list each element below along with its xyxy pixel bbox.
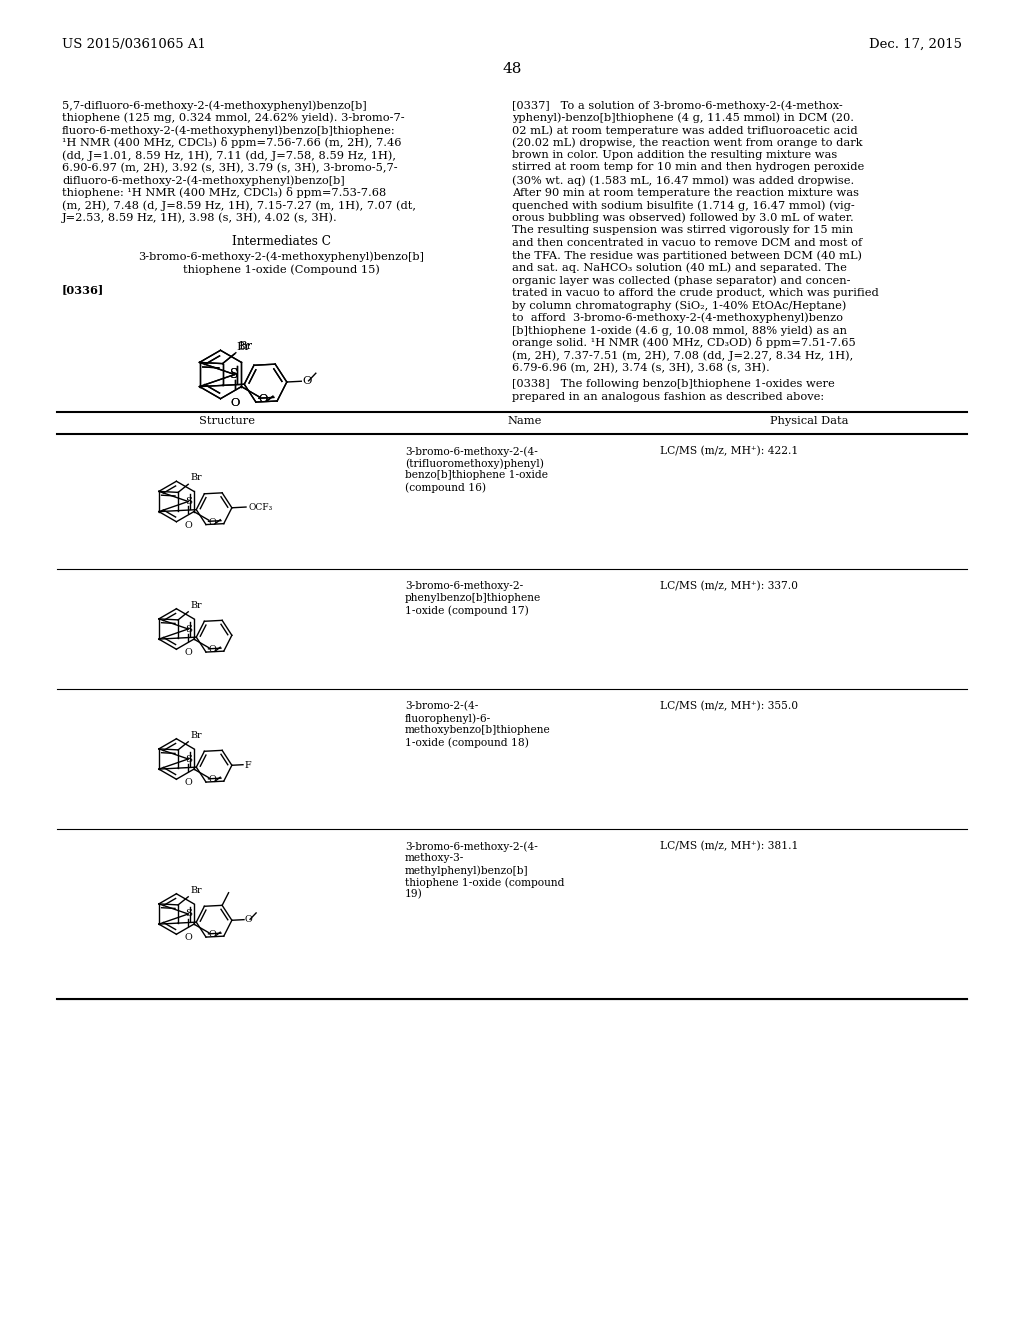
Text: Dec. 17, 2015: Dec. 17, 2015: [869, 38, 962, 51]
Text: S: S: [184, 909, 191, 919]
Text: (20.02 mL) dropwise, the reaction went from orange to dark: (20.02 mL) dropwise, the reaction went f…: [512, 137, 862, 148]
Text: Br: Br: [190, 886, 202, 895]
Text: O: O: [209, 931, 216, 940]
Text: 6.79-6.96 (m, 2H), 3.74 (s, 3H), 3.68 (s, 3H).: 6.79-6.96 (m, 2H), 3.74 (s, 3H), 3.68 (s…: [512, 363, 770, 372]
Text: and then concentrated in vacuo to remove DCM and most of: and then concentrated in vacuo to remove…: [512, 238, 862, 248]
Text: thiophene (125 mg, 0.324 mmol, 24.62% yield). 3-bromo-7-: thiophene (125 mg, 0.324 mmol, 24.62% yi…: [62, 112, 404, 123]
Text: prepared in an analogous fashion as described above:: prepared in an analogous fashion as desc…: [512, 392, 824, 401]
Text: thiophene 1-oxide (compound: thiophene 1-oxide (compound: [406, 876, 564, 887]
Text: yphenyl)-benzo[b]thiophene (4 g, 11.45 mmol) in DCM (20.: yphenyl)-benzo[b]thiophene (4 g, 11.45 m…: [512, 112, 854, 123]
Text: S: S: [230, 368, 239, 381]
Text: orange solid. ¹H NMR (400 MHz, CD₃OD) δ ppm=7.51-7.65: orange solid. ¹H NMR (400 MHz, CD₃OD) δ …: [512, 338, 856, 348]
Text: O: O: [209, 645, 216, 655]
Text: 3-bromo-6-methoxy-2-(4-: 3-bromo-6-methoxy-2-(4-: [406, 446, 538, 457]
Text: 1-oxide (compound 17): 1-oxide (compound 17): [406, 605, 528, 615]
Text: thiophene: ¹H NMR (400 MHz, CDCl₃) δ ppm=7.53-7.68: thiophene: ¹H NMR (400 MHz, CDCl₃) δ ppm…: [62, 187, 386, 198]
Text: Br: Br: [190, 731, 202, 739]
Text: O: O: [259, 395, 268, 404]
Text: O: O: [184, 779, 193, 787]
Text: ¹H NMR (400 MHz, CDCl₃) δ ppm=7.56-7.66 (m, 2H), 7.46: ¹H NMR (400 MHz, CDCl₃) δ ppm=7.56-7.66 …: [62, 137, 401, 149]
Text: (30% wt. aq) (1.583 mL, 16.47 mmol) was added dropwise.: (30% wt. aq) (1.583 mL, 16.47 mmol) was …: [512, 176, 854, 186]
Text: The resulting suspension was stirred vigorously for 15 min: The resulting suspension was stirred vig…: [512, 224, 853, 235]
Text: fluoro-6-methoxy-2-(4-methoxyphenyl)benzo[b]thiophene:: fluoro-6-methoxy-2-(4-methoxyphenyl)benz…: [62, 125, 395, 136]
Text: Name: Name: [507, 416, 542, 426]
Text: 6.90-6.97 (m, 2H), 3.92 (s, 3H), 3.79 (s, 3H), 3-bromo-5,7-: 6.90-6.97 (m, 2H), 3.92 (s, 3H), 3.79 (s…: [62, 162, 397, 173]
Text: and sat. aq. NaHCO₃ solution (40 mL) and separated. The: and sat. aq. NaHCO₃ solution (40 mL) and…: [512, 263, 847, 273]
Text: 02 mL) at room temperature was added trifluoroacetic acid: 02 mL) at room temperature was added tri…: [512, 125, 858, 136]
Text: 1-oxide (compound 18): 1-oxide (compound 18): [406, 737, 529, 747]
Text: stirred at room temp for 10 min and then hydrogen peroxide: stirred at room temp for 10 min and then…: [512, 162, 864, 173]
Text: difluoro-6-methoxy-2-(4-methoxyphenyl)benzo[b]: difluoro-6-methoxy-2-(4-methoxyphenyl)be…: [62, 176, 345, 186]
Text: by column chromatography (SiO₂, 1-40% EtOAc/Heptane): by column chromatography (SiO₂, 1-40% Et…: [512, 300, 847, 310]
Text: O: O: [209, 775, 216, 784]
Text: 5,7-difluoro-6-methoxy-2-(4-methoxyphenyl)benzo[b]: 5,7-difluoro-6-methoxy-2-(4-methoxypheny…: [62, 100, 367, 111]
Text: S: S: [184, 624, 191, 634]
Text: After 90 min at room temperature the reaction mixture was: After 90 min at room temperature the rea…: [512, 187, 859, 198]
Text: OCF₃: OCF₃: [248, 503, 272, 512]
Text: thiophene 1-oxide (Compound 15): thiophene 1-oxide (Compound 15): [182, 264, 380, 275]
Text: [b]thiophene 1-oxide (4.6 g, 10.08 mmol, 88% yield) as an: [b]thiophene 1-oxide (4.6 g, 10.08 mmol,…: [512, 325, 847, 335]
Text: orous bubbling was observed) followed by 3.0 mL of water.: orous bubbling was observed) followed by…: [512, 213, 854, 223]
Text: brown in color. Upon addition the resulting mixture was: brown in color. Upon addition the result…: [512, 150, 838, 160]
Text: 3-bromo-6-methoxy-2-: 3-bromo-6-methoxy-2-: [406, 581, 523, 591]
Text: O: O: [259, 395, 268, 404]
Text: Physical Data: Physical Data: [770, 416, 849, 426]
Text: (trifluoromethoxy)phenyl): (trifluoromethoxy)phenyl): [406, 458, 544, 469]
Text: US 2015/0361065 A1: US 2015/0361065 A1: [62, 38, 206, 51]
Text: Br: Br: [190, 601, 202, 610]
Text: benzo[b]thiophene 1-oxide: benzo[b]thiophene 1-oxide: [406, 470, 548, 480]
Text: 19): 19): [406, 888, 423, 899]
Text: 3-bromo-6-methoxy-2-(4-: 3-bromo-6-methoxy-2-(4-: [406, 841, 538, 851]
Text: methoxybenzo[b]thiophene: methoxybenzo[b]thiophene: [406, 725, 551, 735]
Text: (compound 16): (compound 16): [406, 482, 486, 492]
Text: methoxy-3-: methoxy-3-: [406, 853, 464, 863]
Text: the TFA. The residue was partitioned between DCM (40 mL): the TFA. The residue was partitioned bet…: [512, 249, 862, 260]
Text: LC/MS (m/z, MH⁺): 355.0: LC/MS (m/z, MH⁺): 355.0: [660, 701, 798, 711]
Text: [0336]: [0336]: [62, 285, 104, 296]
Text: phenylbenzo[b]thiophene: phenylbenzo[b]thiophene: [406, 593, 542, 603]
Text: O: O: [184, 933, 193, 942]
Text: S: S: [184, 498, 191, 506]
Text: (m, 2H), 7.48 (d, J=8.59 Hz, 1H), 7.15-7.27 (m, 1H), 7.07 (dt,: (m, 2H), 7.48 (d, J=8.59 Hz, 1H), 7.15-7…: [62, 201, 416, 211]
Text: O: O: [184, 648, 193, 657]
Text: quenched with sodium bisulfite (1.714 g, 16.47 mmol) (vig-: quenched with sodium bisulfite (1.714 g,…: [512, 201, 855, 211]
Text: [0337]   To a solution of 3-bromo-6-methoxy-2-(4-methox-: [0337] To a solution of 3-bromo-6-methox…: [512, 100, 843, 111]
Text: trated in vacuo to afford the crude product, which was purified: trated in vacuo to afford the crude prod…: [512, 288, 879, 297]
Text: Structure: Structure: [199, 416, 255, 426]
Text: S: S: [230, 368, 239, 381]
Text: to  afford  3-bromo-6-methoxy-2-(4-methoxyphenyl)benzo: to afford 3-bromo-6-methoxy-2-(4-methoxy…: [512, 313, 843, 323]
Text: Br: Br: [237, 342, 251, 352]
Text: O: O: [230, 397, 240, 408]
Text: O: O: [230, 397, 240, 408]
Text: O: O: [209, 517, 216, 527]
Text: Intermediates C: Intermediates C: [231, 235, 331, 248]
Text: F: F: [245, 762, 252, 770]
Text: Br: Br: [238, 341, 252, 351]
Text: O: O: [302, 376, 311, 387]
Text: J=2.53, 8.59 Hz, 1H), 3.98 (s, 3H), 4.02 (s, 3H).: J=2.53, 8.59 Hz, 1H), 3.98 (s, 3H), 4.02…: [62, 213, 338, 223]
Text: S: S: [184, 755, 191, 763]
Text: LC/MS (m/z, MH⁺): 337.0: LC/MS (m/z, MH⁺): 337.0: [660, 581, 798, 591]
Text: methylphenyl)benzo[b]: methylphenyl)benzo[b]: [406, 865, 528, 875]
Text: LC/MS (m/z, MH⁺): 381.1: LC/MS (m/z, MH⁺): 381.1: [660, 841, 799, 851]
Text: Br: Br: [190, 474, 202, 482]
Text: O: O: [245, 915, 253, 924]
Text: 3-bromo-6-methoxy-2-(4-methoxyphenyl)benzo[b]: 3-bromo-6-methoxy-2-(4-methoxyphenyl)ben…: [138, 252, 424, 263]
Text: organic layer was collected (phase separator) and concen-: organic layer was collected (phase separ…: [512, 275, 851, 285]
Text: 48: 48: [503, 62, 521, 77]
Text: LC/MS (m/z, MH⁺): 422.1: LC/MS (m/z, MH⁺): 422.1: [660, 446, 799, 457]
Text: [0338]   The following benzo[b]thiophene 1-oxides were: [0338] The following benzo[b]thiophene 1…: [512, 379, 835, 389]
Text: (m, 2H), 7.37-7.51 (m, 2H), 7.08 (dd, J=2.27, 8.34 Hz, 1H),: (m, 2H), 7.37-7.51 (m, 2H), 7.08 (dd, J=…: [512, 350, 853, 360]
Text: O: O: [184, 521, 193, 529]
Text: (dd, J=1.01, 8.59 Hz, 1H), 7.11 (dd, J=7.58, 8.59 Hz, 1H),: (dd, J=1.01, 8.59 Hz, 1H), 7.11 (dd, J=7…: [62, 150, 396, 161]
Text: fluorophenyl)-6-: fluorophenyl)-6-: [406, 713, 492, 723]
Text: 3-bromo-2-(4-: 3-bromo-2-(4-: [406, 701, 478, 711]
